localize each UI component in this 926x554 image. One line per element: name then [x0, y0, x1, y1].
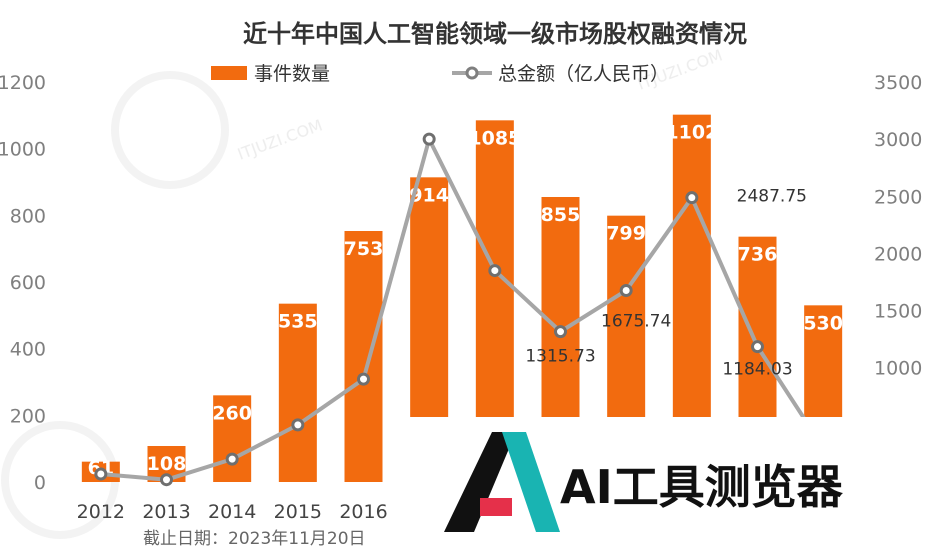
left-tick-label: 0	[34, 472, 46, 494]
bar-value-label: 1085	[468, 127, 521, 149]
line-point	[357, 372, 370, 386]
bar-value-label: 260	[212, 402, 252, 424]
left-tick-label: 400	[10, 339, 46, 361]
left-tick-label: 1200	[0, 72, 46, 94]
legend-label-bar: 事件数量	[254, 63, 330, 85]
bar-value-label: 1102	[665, 122, 718, 144]
left-tick-label: 1000	[0, 139, 46, 161]
right-tick-label: 1000	[874, 358, 922, 380]
right-tick-label: 2500	[874, 186, 922, 208]
x-tick-label: 2015	[274, 501, 322, 523]
left-tick-label: 800	[10, 205, 46, 227]
bar	[213, 395, 252, 482]
x-tick-label: 2013	[142, 501, 190, 523]
line-point	[554, 325, 567, 339]
legend-label-line: 总金额（亿人民币）	[498, 63, 669, 85]
line-path	[100, 137, 825, 482]
line-point	[685, 191, 699, 205]
logo-mark-left	[444, 432, 516, 532]
line-point	[422, 132, 436, 146]
x-tick-label: 2014	[208, 501, 256, 523]
line-point	[160, 473, 173, 487]
line-point	[488, 264, 502, 278]
bar-labels: 6110826053575391410858557991102736530	[88, 122, 843, 479]
logo-mark-accent	[480, 498, 512, 516]
bar-value-label: 799	[606, 223, 646, 245]
legend-swatch-marker	[465, 66, 479, 80]
bar-value-label: 535	[278, 311, 318, 333]
logo-mark-right	[502, 432, 560, 532]
right-tick-label: 1500	[874, 301, 922, 323]
line-point	[751, 340, 764, 354]
bar-value-label: 914	[409, 184, 449, 206]
x-tick-label: 2016	[339, 501, 387, 523]
bar-value-label: 736	[738, 244, 778, 266]
bar-value-label: 530	[803, 312, 843, 334]
logo-overlay: AI工具测览器	[404, 417, 926, 554]
right-tick-label: 2000	[874, 243, 922, 265]
bar-value-label: 855	[541, 204, 581, 226]
legend: 事件数量 总金额（亿人民币）	[211, 63, 669, 85]
line-value-label: 2487.75	[737, 187, 807, 207]
bar-value-label: 753	[344, 238, 384, 260]
line-value-label: 1675.74	[601, 311, 671, 331]
logo-text: AI工具测览器	[560, 460, 844, 514]
bar	[344, 231, 383, 482]
line-point	[94, 467, 108, 481]
watermark-circle-1	[111, 71, 229, 189]
line-point	[225, 452, 239, 466]
bar	[278, 303, 317, 482]
right-tick-label: 3500	[874, 72, 922, 94]
chart-title: 近十年中国人工智能领域一级市场股权融资情况	[243, 20, 747, 48]
x-tick-label: 2012	[77, 501, 125, 523]
left-tick-label: 600	[10, 272, 46, 294]
line-value-label: 1184.03	[722, 360, 792, 380]
right-axis: 500100015002000250030003500	[874, 72, 922, 437]
left-tick-label: 200	[10, 405, 46, 427]
logo-mark	[444, 432, 560, 532]
left-axis: 0 200 400 600 800 1000 1200	[0, 72, 46, 494]
line-labels: 1315.73 1675.74 2487.75 1184.03	[525, 187, 807, 380]
line-series	[94, 132, 830, 487]
line-point	[291, 418, 305, 432]
line-value-label: 1315.73	[525, 347, 595, 367]
right-tick-label: 3000	[874, 129, 922, 151]
footnote: 截止日期：2023年11月20日	[143, 529, 366, 549]
line-point	[619, 283, 633, 297]
bar-value-label: 108	[147, 453, 187, 475]
watermark-text-1: ITJUZI.COM	[235, 115, 325, 163]
legend-swatch-bar	[211, 66, 247, 80]
